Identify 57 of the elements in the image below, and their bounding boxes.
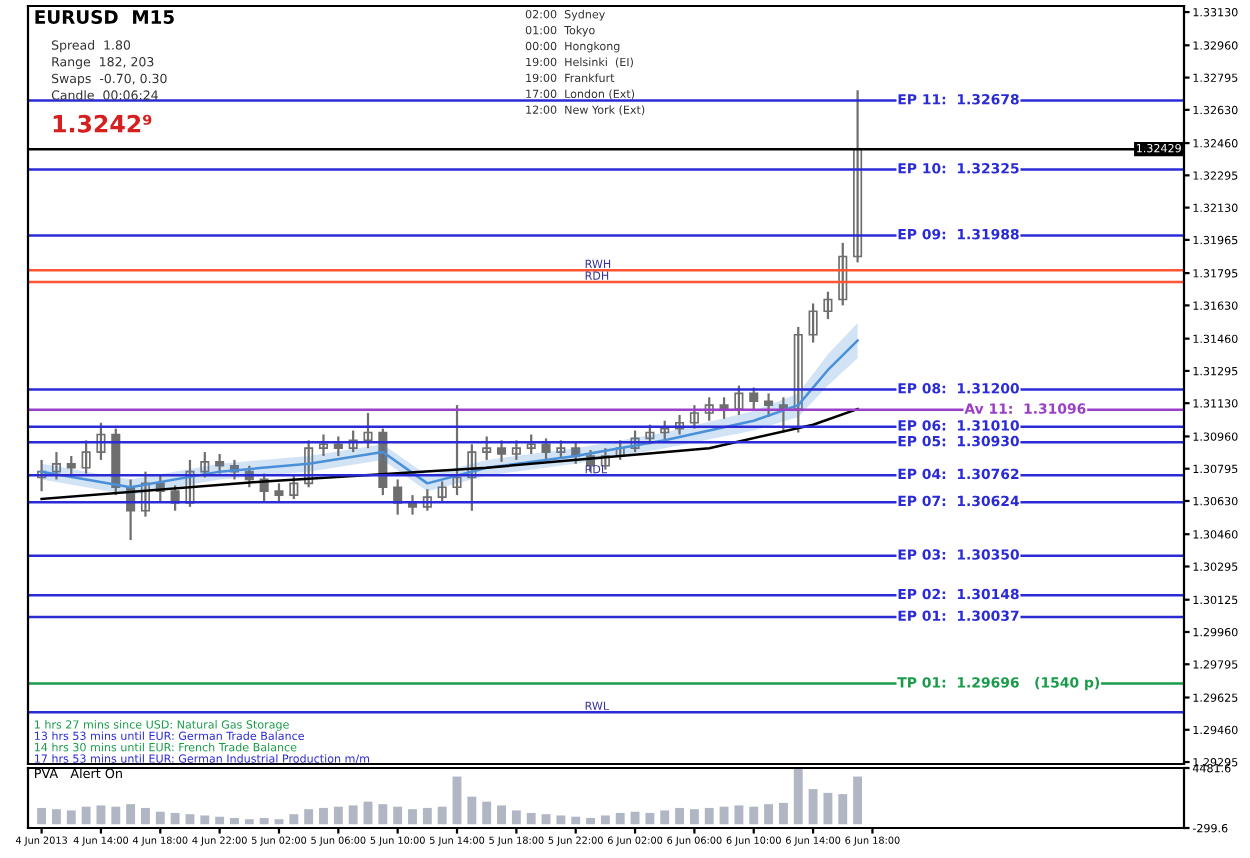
bar bbox=[185, 814, 195, 825]
candlestick bbox=[274, 482, 284, 505]
bar bbox=[764, 804, 774, 825]
bar bbox=[155, 811, 165, 825]
bar bbox=[422, 807, 432, 825]
bar bbox=[230, 817, 239, 825]
bar bbox=[719, 806, 729, 825]
bar bbox=[734, 805, 744, 825]
annotation: 1.3242⁹ bbox=[53, 114, 152, 133]
bar bbox=[126, 804, 136, 825]
bar bbox=[853, 776, 863, 825]
bar bbox=[319, 807, 328, 825]
bar bbox=[244, 819, 254, 825]
bar bbox=[170, 812, 180, 825]
line-series bbox=[40, 407, 859, 501]
chart-title: EURUSD M15 bbox=[35, 10, 174, 24]
bar bbox=[586, 817, 595, 825]
bar bbox=[778, 802, 788, 825]
bar bbox=[793, 769, 803, 825]
bar bbox=[689, 809, 699, 825]
bar bbox=[289, 814, 299, 825]
bar bbox=[66, 810, 76, 825]
bar bbox=[541, 814, 551, 825]
bar bbox=[526, 812, 536, 825]
bar bbox=[497, 805, 506, 825]
bar bbox=[630, 811, 640, 825]
bar bbox=[200, 815, 210, 825]
bar bbox=[348, 805, 358, 825]
bar bbox=[378, 804, 388, 825]
bar bbox=[675, 807, 685, 825]
bar bbox=[615, 812, 625, 825]
bar bbox=[408, 809, 417, 825]
bar bbox=[259, 817, 269, 825]
bar bbox=[600, 815, 610, 825]
bar bbox=[808, 789, 818, 825]
bar bbox=[823, 792, 833, 825]
bar bbox=[660, 810, 670, 825]
bar bbox=[437, 806, 447, 825]
bar bbox=[482, 801, 492, 825]
bar bbox=[215, 816, 225, 825]
bar bbox=[556, 815, 566, 825]
bar bbox=[96, 805, 106, 825]
bar bbox=[704, 807, 714, 825]
bar bbox=[571, 816, 581, 825]
bar bbox=[111, 806, 121, 825]
bar bbox=[304, 809, 314, 825]
bar bbox=[467, 796, 477, 825]
bar bbox=[333, 806, 343, 825]
bar bbox=[141, 807, 150, 825]
bar bbox=[393, 806, 403, 825]
bar bbox=[838, 794, 848, 825]
bar bbox=[37, 807, 47, 825]
bar bbox=[749, 806, 759, 825]
bar bbox=[81, 806, 91, 825]
bar bbox=[645, 812, 655, 825]
bar bbox=[51, 809, 61, 825]
bar bbox=[511, 810, 521, 825]
